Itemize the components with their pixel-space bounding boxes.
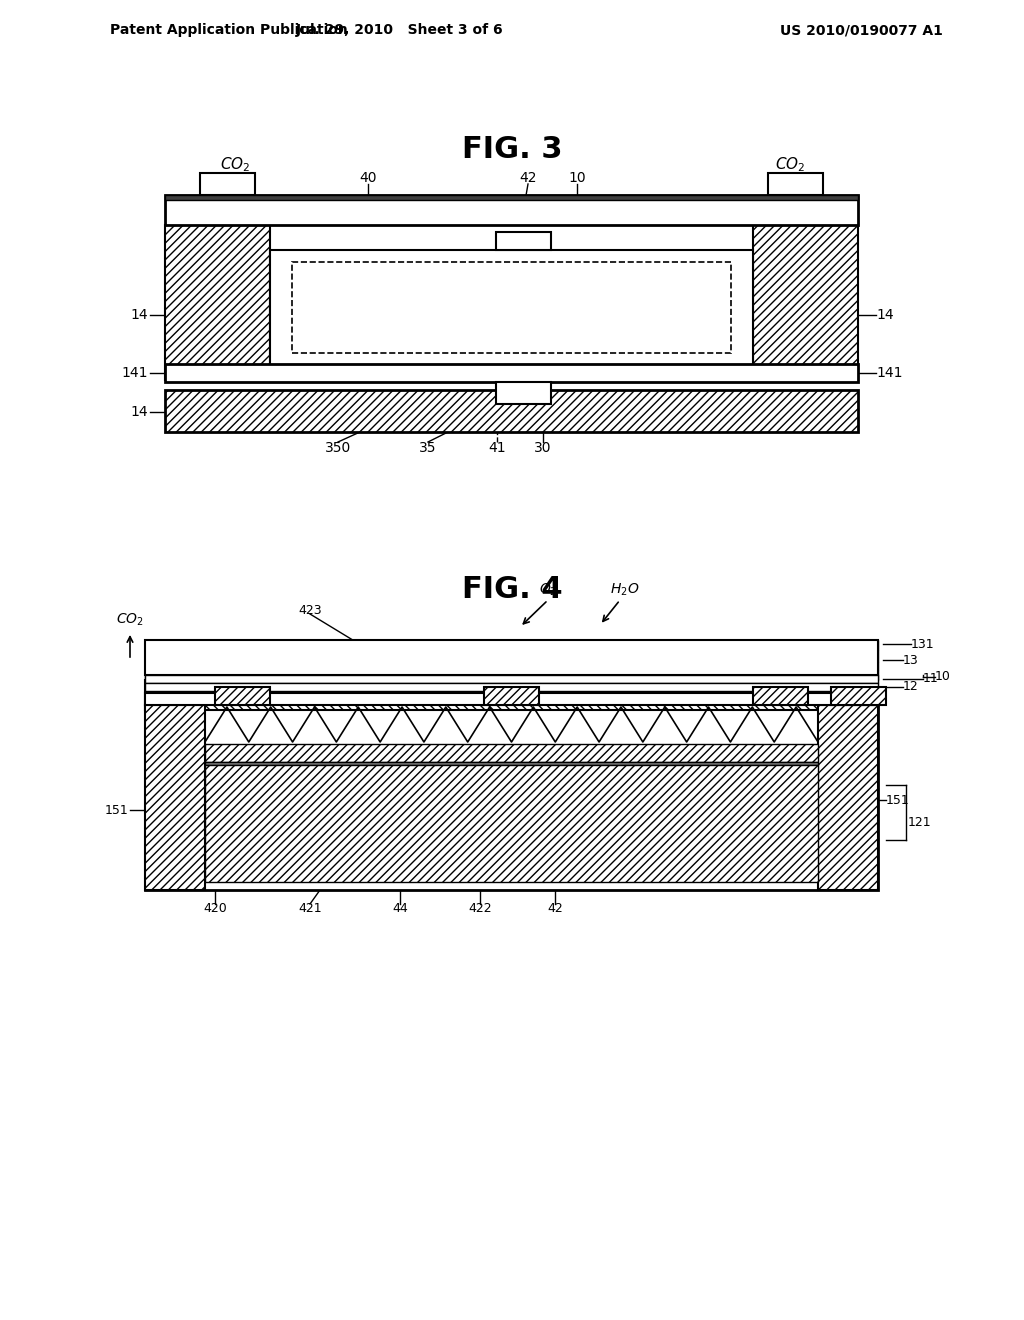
Bar — [205, 744, 818, 762]
Bar — [753, 686, 808, 705]
Bar — [496, 232, 551, 249]
Text: 35: 35 — [419, 441, 437, 455]
Text: $H_2O$: $H_2O$ — [610, 582, 640, 598]
Bar — [165, 389, 858, 432]
Text: 13: 13 — [903, 653, 919, 667]
Text: 420: 420 — [203, 902, 227, 915]
Text: 423: 423 — [298, 603, 322, 616]
Text: Jul. 29, 2010   Sheet 3 of 6: Jul. 29, 2010 Sheet 3 of 6 — [296, 22, 504, 37]
Bar — [145, 680, 878, 710]
Bar — [200, 173, 255, 195]
Bar — [145, 705, 205, 890]
Bar — [205, 762, 818, 766]
Bar — [205, 766, 818, 882]
Bar — [145, 671, 878, 680]
Bar — [145, 682, 878, 690]
Text: 10: 10 — [568, 172, 586, 185]
Text: $O_2$: $O_2$ — [539, 582, 557, 598]
Text: FIG. 4: FIG. 4 — [462, 576, 562, 605]
Bar — [145, 705, 878, 890]
Text: 44: 44 — [392, 902, 408, 915]
Bar — [496, 381, 551, 404]
Text: 40: 40 — [359, 172, 377, 185]
Bar — [831, 686, 886, 705]
Text: 141: 141 — [122, 366, 148, 380]
Text: 151: 151 — [104, 804, 128, 817]
Bar — [215, 686, 270, 705]
Bar — [145, 640, 878, 649]
Text: 121: 121 — [908, 816, 932, 829]
Bar — [145, 663, 878, 671]
Text: Patent Application Publication: Patent Application Publication — [110, 22, 348, 37]
Bar — [165, 364, 858, 381]
Text: 41: 41 — [488, 441, 506, 455]
Text: $CO_2$: $CO_2$ — [775, 156, 805, 174]
Text: 11: 11 — [923, 672, 939, 685]
Bar — [292, 261, 731, 352]
Text: FIG. 3: FIG. 3 — [462, 136, 562, 165]
Bar — [145, 649, 878, 663]
Text: US 2010/0190077 A1: US 2010/0190077 A1 — [780, 22, 943, 37]
Text: 14: 14 — [130, 308, 148, 322]
Text: 141: 141 — [876, 366, 902, 380]
Bar — [165, 224, 270, 380]
Bar — [145, 675, 878, 682]
Text: 131: 131 — [911, 638, 935, 651]
Text: 14: 14 — [130, 405, 148, 418]
Bar — [165, 195, 858, 201]
Text: 350: 350 — [325, 441, 351, 455]
Text: 422: 422 — [468, 902, 492, 915]
Bar — [145, 693, 878, 705]
Text: 42: 42 — [519, 172, 537, 185]
Text: 12: 12 — [903, 681, 919, 693]
Bar — [753, 224, 858, 380]
Bar — [270, 249, 753, 366]
Text: $CO_2$: $CO_2$ — [220, 156, 250, 174]
Bar — [484, 686, 539, 705]
Text: 42: 42 — [547, 902, 563, 915]
Text: 14: 14 — [876, 308, 894, 322]
Text: 30: 30 — [535, 441, 552, 455]
Bar — [145, 640, 878, 675]
Bar — [768, 173, 823, 195]
Text: 421: 421 — [298, 902, 322, 915]
Text: $CO_2$: $CO_2$ — [116, 611, 144, 628]
Text: 10: 10 — [935, 671, 951, 684]
Text: 151: 151 — [886, 793, 909, 807]
Bar — [165, 195, 858, 224]
Bar — [818, 705, 878, 890]
